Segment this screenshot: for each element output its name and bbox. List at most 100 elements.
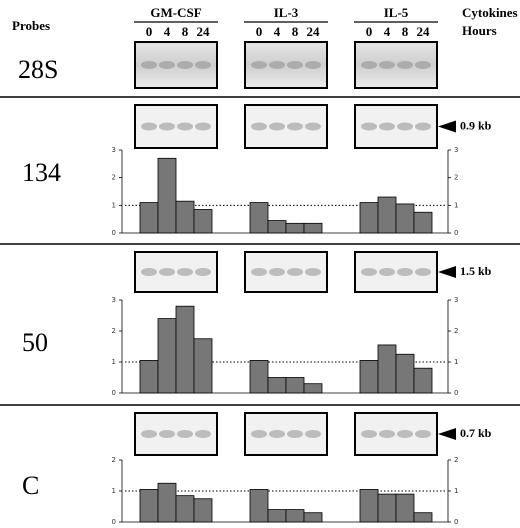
blot-band [269,122,285,131]
blot-band [397,61,413,69]
bar [377,493,397,523]
time-label: 8 [182,24,189,39]
bar [377,344,397,394]
blot-band [269,268,285,276]
time-label: 4 [274,24,281,39]
bar [413,211,433,234]
bar [267,509,287,523]
blot-band [397,122,413,131]
band-arrow [438,266,456,278]
bar [359,202,379,234]
blot-band [177,268,193,276]
blot-band [251,430,267,438]
bar [139,360,159,394]
blot-band [195,122,211,131]
group-label: GM-CSF [150,5,201,20]
y-tick-label: 2 [454,456,458,464]
y-tick-label: 0 [454,389,458,397]
y-tick-label: 2 [112,456,116,464]
y-tick-label: 1 [454,201,458,209]
blot-band [159,122,175,131]
bar [303,512,323,523]
blot-band [159,430,175,438]
band-size: 0.7 kb [460,426,492,440]
blot-band [415,268,431,276]
bar [139,202,159,234]
blot-band [287,61,303,69]
blot-band [269,430,285,438]
time-label: 24 [307,24,321,39]
blot-band [141,122,157,131]
time-label: 0 [146,24,153,39]
blot-band [379,268,395,276]
band-arrow [438,428,456,440]
blot-band [305,61,321,69]
bar [193,338,213,394]
bar [249,202,269,234]
blot-band [141,268,157,276]
blot-band [287,430,303,438]
probe-label: 134 [22,158,61,187]
blot-band [379,430,395,438]
bar [285,509,305,523]
blot-band [177,430,193,438]
y-tick-label: 3 [454,146,458,154]
y-tick-label: 1 [454,358,458,366]
blot-band [177,122,193,131]
blot-band [251,268,267,276]
bar [377,196,397,234]
blot-band [361,122,377,131]
time-label: 24 [197,24,211,39]
bar [359,360,379,394]
y-tick-label: 2 [454,174,458,182]
y-tick-label: 0 [112,389,116,397]
time-label: 0 [256,24,263,39]
bar [139,489,159,523]
y-tick-label: 3 [112,146,116,154]
y-tick-label: 1 [112,201,116,209]
bar [395,493,415,523]
y-tick-label: 2 [112,327,116,335]
bar [267,377,287,394]
blot-band [159,61,175,69]
blot-band [361,268,377,276]
blot-band [177,61,193,69]
blot-band [379,122,395,131]
blot-band [415,61,431,69]
blot-band [361,61,377,69]
blot-band [159,268,175,276]
bar [157,318,177,394]
blot-band [269,61,285,69]
probes-header: Probes [12,18,50,33]
blot-band [305,268,321,276]
bar [175,305,195,394]
blot-band [195,61,211,69]
bar [303,222,323,234]
y-tick-label: 0 [454,229,458,237]
bar [395,203,415,234]
bar [413,512,433,523]
y-tick-label: 2 [454,327,458,335]
blot-band [397,268,413,276]
time-label: 8 [402,24,409,39]
y-tick-label: 3 [112,296,116,304]
bar [359,489,379,523]
cytokines-header: Cytokines [462,5,518,20]
band-arrow [438,120,456,133]
bar [193,498,213,523]
blot-band [361,430,377,438]
y-tick-label: 3 [454,296,458,304]
probe-label: 28S [18,55,58,84]
blot-band [287,122,303,131]
bar [193,209,213,234]
bar [267,220,287,234]
band-size: 1.5 kb [460,264,492,278]
y-tick-label: 0 [112,229,116,237]
y-tick-label: 0 [454,518,458,526]
bar [157,157,177,234]
blot-band [141,430,157,438]
group-label: IL-3 [274,5,299,20]
blot-band [195,268,211,276]
y-tick-label: 1 [454,487,458,495]
